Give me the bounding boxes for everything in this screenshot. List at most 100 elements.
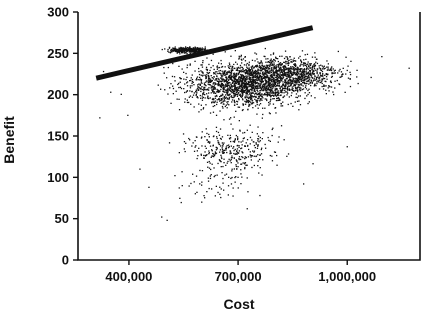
data-point: [237, 66, 240, 69]
data-point: [218, 81, 220, 83]
data-point: [284, 69, 286, 71]
data-point: [199, 84, 202, 86]
data-point: [255, 92, 257, 94]
data-point: [222, 83, 224, 86]
data-point: [299, 55, 301, 58]
data-point: [277, 93, 279, 95]
data-point: [306, 82, 308, 85]
data-point: [221, 145, 224, 147]
data-point: [298, 78, 300, 80]
data-point: [280, 105, 282, 107]
data-point: [186, 76, 188, 78]
data-point: [212, 65, 214, 67]
data-point: [200, 79, 203, 81]
data-point: [281, 71, 284, 73]
data-point: [232, 85, 234, 87]
data-point: [299, 87, 301, 89]
data-point: [167, 66, 169, 69]
data-point: [241, 80, 244, 82]
data-point: [262, 83, 264, 86]
data-point: [225, 76, 227, 79]
data-point: [206, 97, 209, 99]
data-point: [270, 91, 272, 93]
data-point: [244, 100, 246, 102]
data-point: [233, 73, 235, 75]
data-point: [268, 104, 270, 106]
data-point: [272, 53, 275, 55]
data-point: [186, 85, 189, 87]
data-point: [251, 79, 253, 81]
data-point: [229, 93, 231, 95]
data-point: [220, 80, 222, 82]
data-point: [221, 99, 223, 101]
data-point: [235, 93, 237, 96]
data-point: [260, 82, 262, 85]
data-point: [279, 80, 281, 82]
data-point: [223, 149, 225, 151]
data-point: [269, 66, 271, 68]
data-point: [212, 86, 215, 88]
data-point: [208, 167, 211, 169]
data-point: [207, 166, 209, 168]
data-point: [230, 140, 232, 143]
data-point: [292, 81, 294, 83]
data-point: [230, 72, 232, 74]
data-point: [237, 78, 239, 81]
data-point: [242, 91, 244, 94]
data-point: [301, 50, 304, 52]
data-point: [273, 62, 275, 64]
data-point: [186, 90, 188, 92]
data-point: [327, 63, 329, 65]
data-point: [224, 83, 227, 85]
data-point: [215, 94, 218, 97]
data-point: [245, 142, 247, 144]
data-point: [311, 56, 314, 58]
data-point: [238, 55, 240, 57]
data-point: [267, 88, 269, 90]
data-point: [249, 70, 251, 72]
data-point: [268, 87, 270, 89]
data-point: [228, 97, 230, 99]
data-point: [240, 56, 242, 58]
data-point: [206, 69, 208, 72]
data-point: [332, 72, 334, 74]
data-point: [253, 151, 255, 153]
data-point: [268, 84, 270, 86]
data-point: [297, 84, 300, 86]
data-point: [248, 90, 250, 92]
data-point: [189, 50, 191, 52]
data-point: [251, 139, 253, 141]
data-point: [250, 94, 252, 96]
data-point: [277, 73, 279, 75]
data-point: [314, 52, 316, 54]
data-point: [248, 67, 250, 69]
data-point: [226, 103, 229, 105]
data-point: [261, 77, 263, 80]
data-point: [179, 53, 181, 55]
data-point: [239, 129, 241, 131]
data-point: [259, 66, 261, 68]
data-point: [229, 67, 231, 69]
data-point: [228, 67, 230, 69]
data-point: [297, 95, 300, 97]
data-point: [295, 83, 297, 86]
data-point: [266, 82, 268, 84]
data-point: [281, 63, 283, 65]
data-point: [264, 92, 266, 95]
data-point: [233, 80, 236, 82]
data-point: [163, 72, 165, 74]
data-point: [271, 76, 273, 78]
data-point: [207, 96, 209, 98]
data-point: [225, 173, 228, 175]
data-point: [205, 68, 207, 70]
data-point: [181, 48, 184, 51]
data-point: [258, 87, 260, 89]
data-point: [201, 136, 203, 138]
data-point: [308, 80, 310, 83]
data-point: [259, 194, 261, 197]
data-point: [173, 76, 176, 78]
data-point: [238, 99, 240, 101]
data-point: [231, 78, 233, 81]
data-point: [231, 168, 233, 170]
data-point: [304, 74, 306, 76]
